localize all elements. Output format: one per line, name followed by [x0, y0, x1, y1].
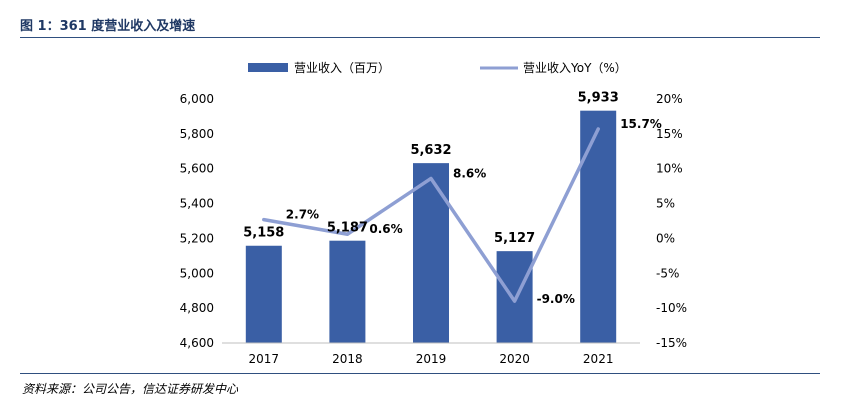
right-tick-label: 20%	[656, 92, 683, 106]
bar-2018	[329, 240, 366, 343]
bar-value-label: 5,127	[494, 231, 535, 246]
right-axis: -15% -10% -5% 0% 5% 10% 15% 20%	[656, 92, 687, 350]
x-tick-label: 2017	[249, 352, 280, 366]
line-series	[262, 127, 600, 303]
bar-2019	[413, 163, 449, 343]
left-tick-label: 5,200	[180, 231, 214, 245]
legend-line-label: 营业收入YoY（%）	[523, 61, 627, 75]
data-labels: 5,158 5,187 5,632 5,127 5,933 2.7% 0.6% 8.6% -9.…	[243, 91, 662, 306]
right-tick-label: 5%	[656, 197, 675, 211]
x-tick-label: 2021	[583, 352, 614, 366]
bar-2021	[580, 110, 617, 343]
right-tick-label: 10%	[656, 162, 683, 176]
right-tick-label: -10%	[656, 301, 687, 315]
bar-value-label: 5,158	[243, 226, 284, 241]
left-tick-label: 5,600	[180, 162, 214, 176]
left-tick-label: 5,000	[180, 266, 214, 280]
right-tick-label: 15%	[656, 127, 683, 141]
yoy-line	[262, 127, 600, 303]
source-note: 资料来源：公司公告，信达证券研发中心	[22, 382, 239, 396]
legend-bar-label: 营业收入（百万）	[294, 61, 390, 75]
left-tick-label: 6,000	[180, 92, 214, 106]
x-tick-label: 2019	[416, 352, 447, 366]
footer-divider	[20, 373, 820, 374]
right-tick-label: -5%	[656, 266, 679, 280]
bar-value-label: 5,187	[327, 221, 368, 236]
yoy-value-label: 8.6%	[453, 166, 486, 180]
x-tick-label: 2018	[332, 352, 363, 366]
x-axis: 2017 2018 2019 2020 2021	[222, 342, 640, 366]
yoy-value-label: -9.0%	[537, 292, 575, 306]
left-tick-label: 5,400	[180, 197, 214, 211]
yoy-value-label: 15.7%	[620, 117, 662, 131]
left-tick-label: 4,800	[180, 301, 214, 315]
legend-bar-swatch	[248, 63, 288, 72]
title-divider	[20, 37, 820, 38]
figure-title: 图 1：361 度营业收入及增速	[20, 19, 196, 34]
left-axis: 4,600 4,800 5,000 5,200 5,400 5,600 5,800 6,000	[180, 92, 214, 350]
chart-legend: 营业收入（百万） 营业收入YoY（%）	[248, 61, 627, 75]
yoy-value-label: 0.6%	[369, 222, 402, 236]
right-tick-label: 0%	[656, 231, 675, 245]
left-tick-label: 4,600	[180, 336, 214, 350]
x-tick-label: 2020	[499, 352, 530, 366]
bar-value-label: 5,933	[578, 91, 619, 106]
right-tick-label: -15%	[656, 336, 687, 350]
bar-2017	[245, 245, 282, 343]
bar-2020	[496, 251, 533, 343]
yoy-value-label: 2.7%	[286, 208, 319, 222]
bar-value-label: 5,632	[410, 143, 451, 158]
left-tick-label: 5,800	[180, 127, 214, 141]
